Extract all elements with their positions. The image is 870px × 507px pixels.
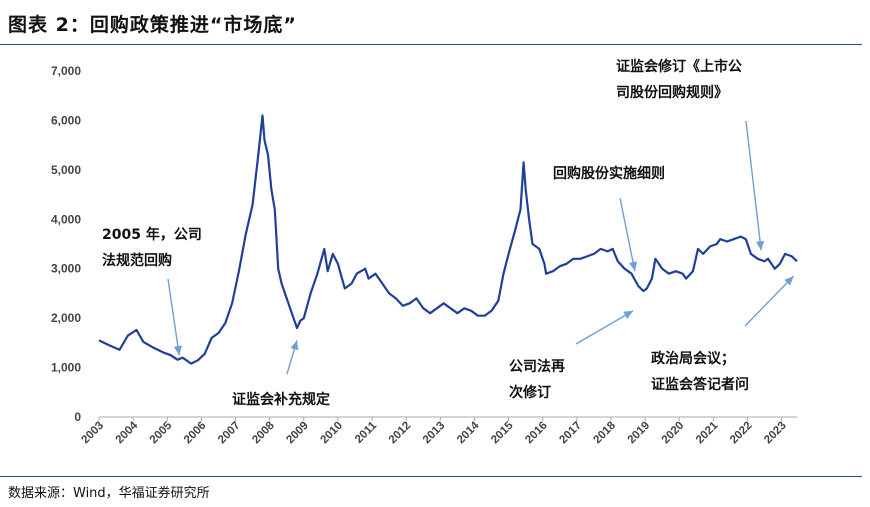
annotation-text: 次修订 xyxy=(509,384,551,401)
y-tick-label: 2,000 xyxy=(51,311,81,325)
annotation-arrowhead xyxy=(629,261,638,272)
y-tick-label: 0 xyxy=(74,410,81,424)
line-chart: 0 1,000 2,000 3,000 4,000 5,000 6,000 7,000 200… xyxy=(51,58,798,446)
x-tick-label: 2019 xyxy=(626,420,653,447)
x-tick-label: 2015 xyxy=(489,419,516,446)
y-tick-label: 5,000 xyxy=(51,163,81,177)
x-tick-label: 2003 xyxy=(80,420,107,447)
x-tick-label: 2013 xyxy=(421,420,448,447)
index-series-line xyxy=(98,114,798,365)
annotation-text: 公司法再 xyxy=(509,358,565,375)
annotation-arrow-line xyxy=(745,120,762,251)
figure-title: 图表 2：回购政策推进“市场底” xyxy=(8,14,297,36)
annotation-arrowhead xyxy=(173,345,182,356)
x-tick-label: 2011 xyxy=(353,419,380,446)
x-tick-label: 2010 xyxy=(318,420,345,447)
x-tick-label: 2014 xyxy=(455,419,482,446)
x-tick-label: 2004 xyxy=(114,419,141,446)
source-note: 数据来源：Wind，华福证券研究所 xyxy=(8,486,210,501)
x-tick-label: 2007 xyxy=(216,420,243,447)
x-tick-label: 2008 xyxy=(250,419,277,446)
annotation-text: 司股份回购规则》 xyxy=(616,84,728,101)
annotation-arrowhead xyxy=(623,310,634,319)
y-tick-label: 7,000 xyxy=(51,64,81,78)
x-tick-label: 2020 xyxy=(660,420,687,447)
x-tick-label: 2016 xyxy=(523,420,550,447)
x-tick-label: 2009 xyxy=(284,420,311,447)
annotation-text: 证监会补充规定 xyxy=(232,391,330,408)
y-axis-ticks: 0 1,000 2,000 3,000 4,000 5,000 6,000 7,000 xyxy=(51,64,81,424)
x-tick-label: 2023 xyxy=(762,420,789,447)
x-axis-ticks: 2003 2004 2005 2006 2007 2008 2009 2010 2011 2012… xyxy=(80,417,789,446)
annotation-arrow-line xyxy=(575,310,634,345)
source-divider xyxy=(0,476,862,477)
annotation-arrowhead xyxy=(756,240,765,251)
y-tick-label: 6,000 xyxy=(51,113,81,127)
annotation-arrowhead xyxy=(290,340,299,351)
x-tick-label: 2006 xyxy=(182,420,209,447)
y-tick-label: 1,000 xyxy=(51,361,81,375)
x-tick-label: 2017 xyxy=(557,420,584,447)
annotation-text: 回购股份实施细则 xyxy=(553,165,665,182)
annotation-arrow-line xyxy=(167,278,180,356)
x-tick-label: 2018 xyxy=(592,419,619,446)
x-tick-label: 2022 xyxy=(728,420,755,447)
y-tick-label: 3,000 xyxy=(51,262,81,276)
annotation-arrowhead xyxy=(784,276,794,286)
annotation-arrow-line xyxy=(744,275,795,327)
annotation-text: 2005 年，公司 xyxy=(102,226,202,243)
annotation-text: 法规范回购 xyxy=(102,252,172,269)
x-tick-label: 2012 xyxy=(387,420,414,447)
x-tick-label: 2021 xyxy=(694,419,721,446)
title-divider xyxy=(0,44,862,45)
annotation-text: 证监会修订《上市公 xyxy=(616,58,742,75)
x-tick-label: 2005 xyxy=(148,419,175,446)
annotation-arrow-line xyxy=(619,197,636,272)
annotation-arrows xyxy=(167,120,795,375)
annotation-text: 政治局会议； xyxy=(651,350,735,367)
y-tick-label: 4,000 xyxy=(51,212,81,226)
annotation-text: 证监会答记者问 xyxy=(651,376,749,393)
